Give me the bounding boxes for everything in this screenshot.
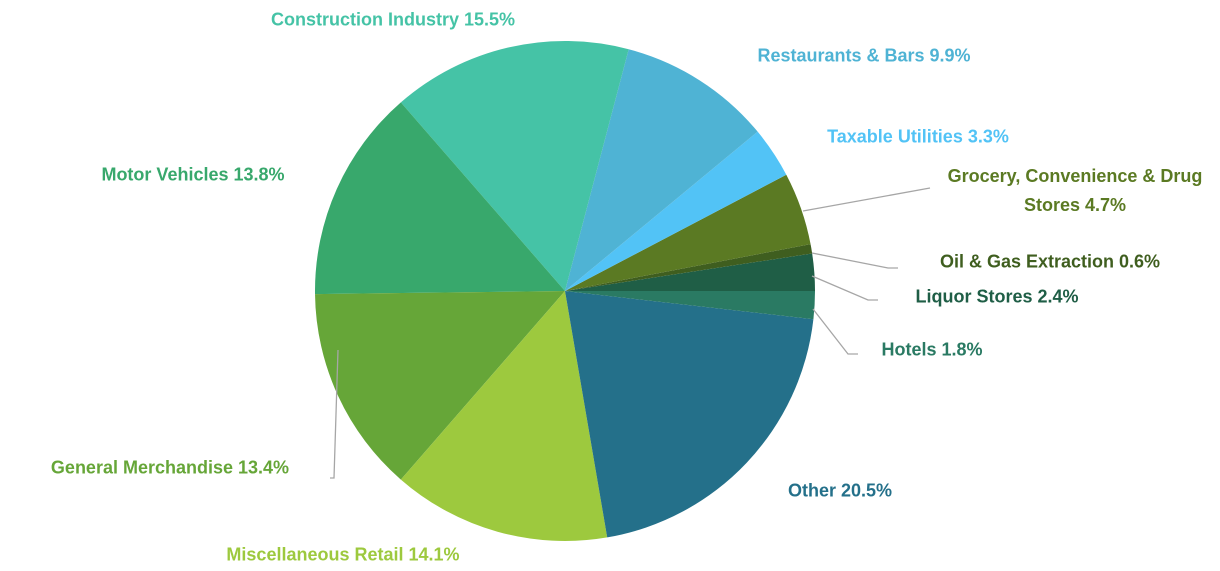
pie-slice bbox=[565, 253, 815, 291]
pie-slice bbox=[565, 291, 815, 320]
category-name: General Merchandise bbox=[50, 457, 234, 478]
leader-line bbox=[811, 252, 898, 269]
slice-label: Motor Vehicles 13.8% bbox=[101, 161, 284, 190]
pie-slice bbox=[315, 291, 565, 480]
slice-label: Construction Industry 15.5% bbox=[271, 6, 515, 35]
slice-label: Restaurants & Bars 9.9% bbox=[757, 42, 970, 71]
category-name: Restaurants & Bars bbox=[757, 45, 925, 66]
category-name: Construction Industry bbox=[270, 9, 459, 30]
value-label: 9.9% bbox=[929, 45, 971, 66]
slice-label: Liquor Stores 2.4% bbox=[915, 283, 1078, 312]
slice-label: Miscellaneous Retail 14.1% bbox=[226, 541, 459, 570]
value-label: 1.8% bbox=[941, 339, 983, 360]
category-name: Liquor Stores bbox=[915, 286, 1033, 307]
category-name: Motor Vehicles bbox=[101, 164, 229, 185]
leader-line bbox=[812, 308, 858, 355]
category-name: Grocery, Convenience & Drug Stores bbox=[947, 166, 1203, 215]
pie-slice bbox=[565, 49, 758, 291]
slice-label: Grocery, Convenience & Drug Stores 4.7% bbox=[930, 162, 1220, 220]
pie-slice bbox=[565, 174, 811, 291]
pie-slice bbox=[565, 291, 814, 538]
slice-label: Taxable Utilities 3.3% bbox=[827, 123, 1009, 152]
value-label: 15.5% bbox=[463, 9, 516, 30]
slice-label: Hotels 1.8% bbox=[881, 336, 982, 365]
leader-line bbox=[802, 187, 931, 212]
category-name: Miscellaneous Retail bbox=[226, 544, 404, 565]
pie-slice bbox=[315, 102, 565, 295]
category-name: Hotels bbox=[881, 339, 937, 360]
leader-line bbox=[811, 275, 878, 301]
slice-label: Oil & Gas Extraction 0.6% bbox=[940, 248, 1160, 277]
value-label: 20.5% bbox=[840, 480, 893, 501]
pie-slice bbox=[400, 291, 608, 541]
slice-label: Other 20.5% bbox=[788, 477, 892, 506]
value-label: 13.8% bbox=[233, 164, 285, 185]
category-name: Taxable Utilities bbox=[827, 126, 963, 147]
value-label: 13.4% bbox=[238, 457, 290, 478]
category-name: Other bbox=[787, 480, 836, 501]
value-label: 3.3% bbox=[967, 126, 1009, 147]
pie-slice bbox=[400, 40, 629, 291]
pie-slice bbox=[565, 244, 813, 291]
leader-line bbox=[330, 349, 339, 479]
value-label: 4.7% bbox=[1085, 195, 1127, 215]
pie-slice bbox=[565, 131, 787, 291]
slice-label: General Merchandise 13.4% bbox=[51, 454, 289, 483]
value-label: 2.4% bbox=[1037, 286, 1079, 307]
value-label: 14.1% bbox=[408, 544, 460, 565]
category-name: Oil & Gas Extraction bbox=[939, 251, 1115, 272]
value-label: 0.6% bbox=[1119, 251, 1161, 272]
